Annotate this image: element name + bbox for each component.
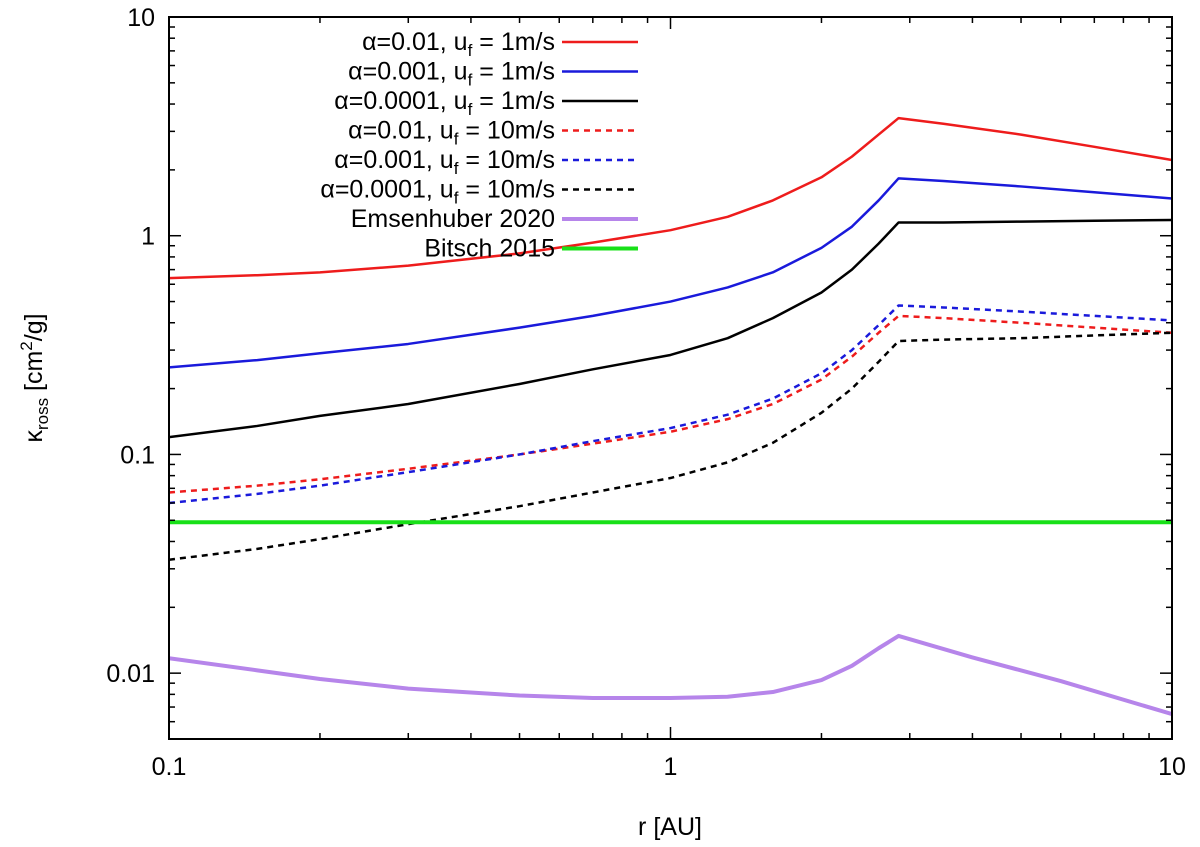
y-axis-subscript: ross (33, 398, 52, 430)
series-line-1 (169, 116, 1172, 280)
y-axis-unit-prefix: [cm (20, 351, 48, 398)
series-line-2 (169, 177, 1172, 369)
series-line-5 (169, 304, 1172, 505)
legend-label-5: α=0.001, uf = 10m/s (334, 146, 555, 178)
x-axis-label: r [AU] (638, 813, 702, 841)
y-tick-label: 10 (127, 4, 155, 32)
series-line-6 (169, 331, 1172, 561)
tick-layer: 0.1 1 10 0.01 0.1 1 10 (106, 4, 1186, 781)
y-axis-symbol: κ (20, 430, 48, 443)
legend-label-1: α=0.01, uf = 1m/s (362, 28, 555, 60)
legend-label-4: α=0.01, uf = 10m/s (348, 117, 555, 149)
x-tick-label: 10 (1158, 753, 1186, 781)
legend-label-3: α=0.0001, uf = 1m/s (334, 87, 555, 119)
series-layer (169, 116, 1172, 716)
y-axis-unit-sup: 2 (17, 341, 36, 350)
legend: α=0.01, uf = 1m/sα=0.001, uf = 1m/sα=0.0… (320, 28, 638, 263)
legend-label-6: α=0.0001, uf = 10m/s (320, 176, 555, 208)
x-tick-label: 0.1 (152, 753, 187, 781)
series-line-7 (169, 633, 1172, 716)
y-tick-label: 0.1 (120, 441, 155, 469)
series-line-3 (169, 218, 1172, 439)
y-tick-label: 1 (141, 223, 155, 251)
legend-label-2: α=0.001, uf = 1m/s (348, 58, 555, 90)
y-axis-unit-suffix: /g] (20, 313, 48, 341)
y-axis-label: κross [cm2/g] (17, 313, 52, 442)
series-line-4 (169, 314, 1172, 494)
legend-label-7: Emsenhuber 2020 (351, 205, 555, 233)
y-tick-label: 0.01 (106, 660, 155, 688)
legend-label-8: Bitsch 2015 (424, 235, 555, 263)
x-tick-label: 1 (664, 753, 678, 781)
